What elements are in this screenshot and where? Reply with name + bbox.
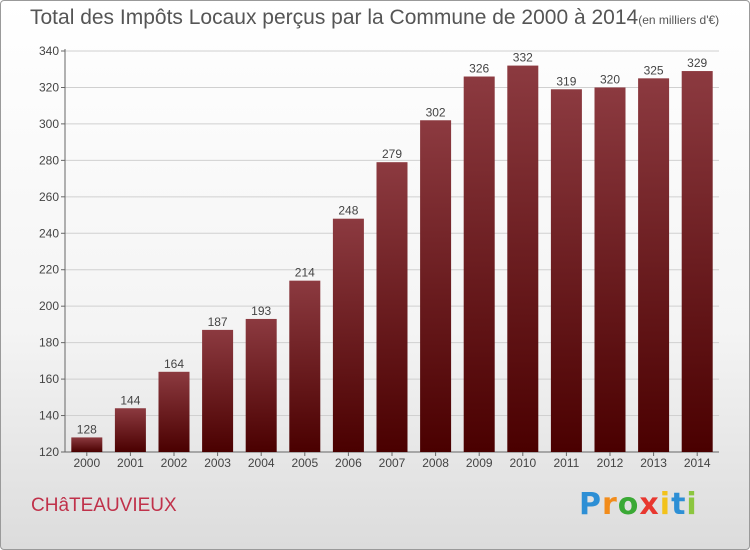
value-label-2000: 128	[77, 422, 97, 436]
y-tick-label: 160	[39, 372, 59, 386]
value-label-2008: 302	[426, 105, 446, 119]
y-axis-ticks: 120 140 160 180 200 220 240 260 280 300 320 340	[39, 44, 65, 459]
bar-2012	[594, 87, 626, 453]
x-tick-label-2011: 2011	[553, 456, 579, 470]
bar-2005	[289, 280, 321, 452]
x-tick-label-2014: 2014	[684, 456, 711, 470]
bar-2003	[202, 329, 234, 452]
bar-2001	[114, 408, 146, 452]
value-label-2010: 332	[513, 51, 533, 65]
bar-2002	[158, 371, 190, 452]
value-labels: 128 144 164 187 193 214 248 279 302 326 332 319 320 3…	[77, 51, 708, 437]
x-tick-label-2002: 2002	[161, 456, 188, 470]
x-tick-label-2007: 2007	[379, 456, 406, 470]
x-tick-label-2012: 2012	[597, 456, 624, 470]
title-unit: (en milliers d'€)	[638, 13, 720, 27]
logo-letter: x	[639, 487, 660, 522]
bar-2006	[332, 218, 364, 452]
x-tick-label-2010: 2010	[509, 456, 536, 470]
value-label-2013: 325	[644, 63, 664, 77]
value-label-2011: 319	[556, 74, 576, 88]
y-tick-label: 260	[39, 190, 59, 204]
y-tick-label: 220	[39, 263, 59, 277]
bar-2013	[638, 78, 670, 452]
logo-letter: i	[686, 487, 698, 522]
value-label-2006: 248	[338, 204, 358, 218]
bar-2008	[420, 120, 452, 452]
bar-2014	[681, 71, 713, 453]
value-label-2001: 144	[120, 393, 140, 407]
x-tick-label-2009: 2009	[466, 456, 493, 470]
y-tick-label: 280	[39, 153, 59, 167]
x-tick-label-2004: 2004	[248, 456, 275, 470]
logo-letter: o	[617, 487, 640, 522]
value-label-2012: 320	[600, 72, 620, 86]
value-label-2004: 193	[251, 304, 271, 318]
x-tick-label-2008: 2008	[422, 456, 449, 470]
commune-name: CHâTEAUVIEUX	[31, 495, 177, 516]
value-label-2005: 214	[295, 266, 315, 280]
y-tick-label: 320	[39, 80, 59, 94]
y-tick-label: 240	[39, 226, 59, 240]
bar-2011	[550, 89, 582, 452]
y-tick-label: 120	[39, 445, 59, 459]
logo-letter: t	[671, 487, 687, 522]
value-label-2009: 326	[469, 62, 489, 76]
value-label-2014: 329	[687, 56, 707, 70]
value-label-2007: 279	[382, 147, 402, 161]
y-tick-label: 300	[39, 117, 59, 131]
x-tick-label-2013: 2013	[640, 456, 667, 470]
x-tick-label-2000: 2000	[73, 456, 100, 470]
logo-letter: i	[659, 487, 672, 522]
chart-title: Total des Impôts Locaux perçus par la Co…	[30, 6, 719, 30]
title-main: Total des Impôts Locaux perçus par la Co…	[30, 6, 639, 29]
value-label-2003: 187	[208, 315, 228, 329]
y-tick-label: 140	[39, 409, 59, 423]
logo-letter: P	[579, 487, 602, 522]
x-tick-label-2001: 2001	[117, 456, 144, 470]
x-tick-label-2005: 2005	[291, 456, 318, 470]
value-label-2002: 164	[164, 357, 184, 371]
bar-2004	[245, 318, 277, 452]
y-tick-label: 180	[39, 336, 59, 350]
x-axis-ticks: 2000 2001 2002 2003 2004 2005 2006 2007 2008 2009…	[73, 452, 711, 470]
logo-letter: r	[602, 487, 618, 522]
bar-2010	[507, 65, 539, 452]
y-tick-label: 340	[39, 44, 59, 58]
bar-2000	[71, 437, 103, 452]
bar-2007	[376, 162, 408, 452]
bar-2009	[463, 76, 495, 452]
proxiti-logo[interactable]: Proxiti	[579, 487, 698, 522]
x-tick-label-2003: 2003	[204, 456, 231, 470]
x-tick-label-2006: 2006	[335, 456, 362, 470]
y-tick-label: 200	[39, 299, 59, 313]
bars	[71, 65, 713, 453]
